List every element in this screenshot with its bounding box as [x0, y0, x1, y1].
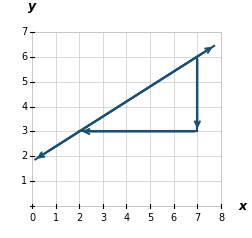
Text: 7: 7 — [194, 213, 200, 223]
Text: 6: 6 — [21, 51, 27, 62]
Text: 4: 4 — [21, 101, 27, 112]
Text: 5: 5 — [21, 76, 27, 87]
Text: 3: 3 — [100, 213, 106, 223]
Text: 8: 8 — [217, 213, 223, 223]
Text: 7: 7 — [21, 26, 27, 37]
Text: 0: 0 — [29, 213, 35, 223]
Text: 5: 5 — [146, 213, 153, 223]
Text: 1: 1 — [21, 176, 27, 187]
Text: 2: 2 — [21, 151, 27, 162]
Text: x: x — [238, 200, 246, 213]
Text: 6: 6 — [170, 213, 176, 223]
Text: 1: 1 — [52, 213, 58, 223]
Text: y: y — [28, 0, 36, 13]
Text: 2: 2 — [76, 213, 82, 223]
Text: 4: 4 — [123, 213, 129, 223]
Text: 3: 3 — [21, 126, 27, 137]
